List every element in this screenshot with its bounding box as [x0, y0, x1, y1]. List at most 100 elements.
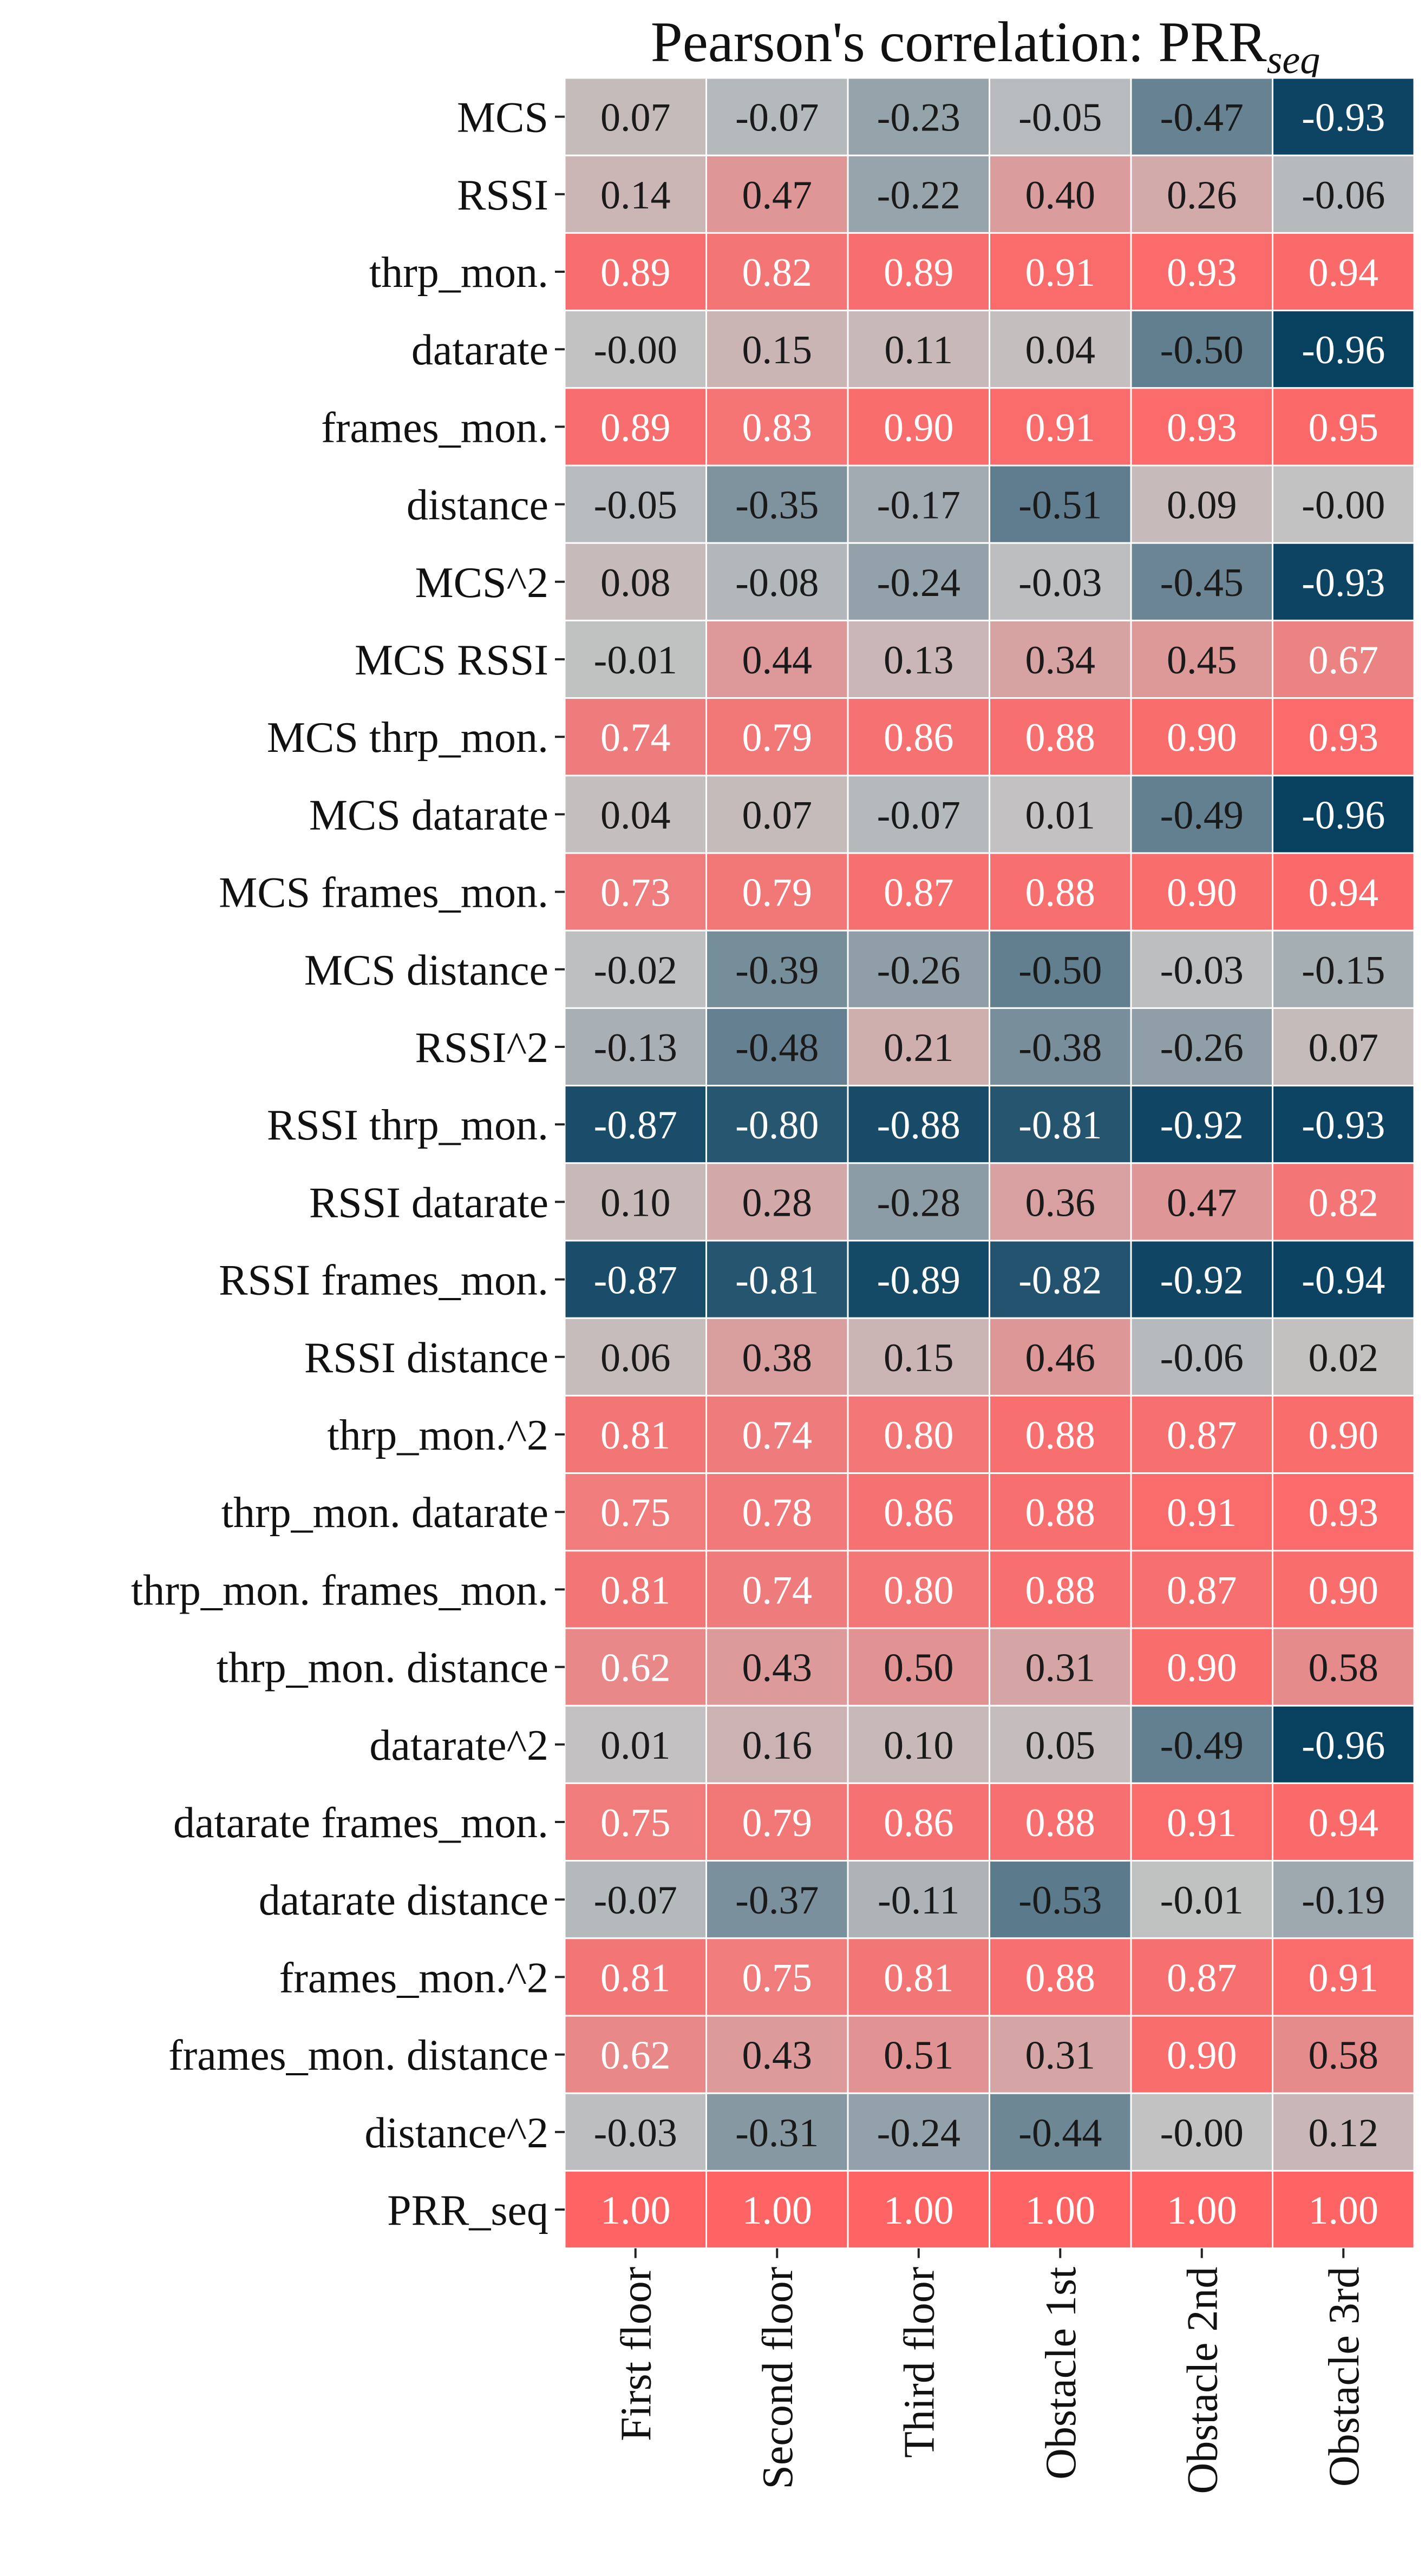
cell-value-label: 1.00 [1167, 2188, 1237, 2233]
heatmap-cell [1272, 697, 1415, 777]
cell-value-label: -0.01 [1160, 1878, 1244, 1923]
heatmap-cell [564, 232, 707, 312]
heatmap-cell [1130, 1550, 1273, 1629]
heatmap-cell [1272, 464, 1415, 544]
heatmap-cell [847, 1705, 990, 1784]
x-tick-label: Third floor [896, 2267, 944, 2458]
heatmap-cell [1272, 77, 1415, 156]
heatmap-cell [1272, 542, 1415, 621]
cell-value-label: 0.12 [1309, 2111, 1379, 2155]
heatmap-cell [1272, 232, 1415, 312]
heatmap-cell [989, 2169, 1132, 2250]
y-tick-label: datarate [411, 326, 548, 374]
heatmap-cell [564, 1627, 707, 1707]
cell-value-label: 0.90 [1309, 1413, 1379, 1458]
cell-value-label: 0.80 [884, 1413, 954, 1458]
heatmap-cell [989, 852, 1132, 932]
cell-value-label: 0.47 [1167, 1181, 1237, 1225]
cell-value-labels: 0.07 -0.07 -0.23 -0.05 -0.47 -0.93 0.14 0.47 -0.… [594, 96, 1385, 2233]
heatmap-cell [1130, 154, 1273, 234]
heatmap-cell [564, 2092, 707, 2172]
heatmap-cell [847, 310, 990, 389]
heatmap-cell [1272, 154, 1415, 234]
heatmap-cell [1272, 1705, 1415, 1784]
cell-value-label: -0.39 [735, 948, 819, 993]
cell-value-label: 0.04 [1025, 328, 1096, 372]
chart-title-subscript: seq [1266, 38, 1321, 82]
cell-value-label: 0.38 [742, 1336, 813, 1380]
y-axis: MCS RSSI thrp_mon. datarate frames_mon.dista… [131, 94, 565, 2234]
cell-value-label: -0.87 [594, 1103, 677, 1148]
cell-value-label: -0.07 [877, 793, 960, 837]
cell-value-label: 0.88 [1025, 871, 1096, 915]
heatmap-cell [705, 2092, 849, 2172]
cell-value-label: 0.88 [1025, 1801, 1096, 1845]
heatmap-cell [1130, 619, 1273, 699]
y-tick-label: RSSI thrp_mon. [267, 1102, 548, 1149]
heatmap-cell [1130, 2092, 1273, 2172]
cell-value-label: 0.89 [600, 405, 671, 450]
cell-value-label: -0.48 [735, 1026, 819, 1070]
cell-value-label: 0.75 [600, 1491, 671, 1535]
cell-value-label: -0.93 [1302, 96, 1385, 140]
cell-value-label: -0.17 [877, 483, 960, 528]
heatmap-cell [1272, 1162, 1415, 1242]
cell-value-label: 0.88 [1025, 1568, 1096, 1613]
x-tick-label: First floor [613, 2267, 661, 2441]
cell-value-label: 0.86 [884, 716, 954, 760]
y-tick-label: RSSI^2 [415, 1024, 548, 1072]
cell-value-label: -0.37 [735, 1878, 819, 1923]
cell-value-label: 0.79 [742, 871, 813, 915]
heatmap-cell [989, 1394, 1132, 1474]
cell-value-label: -0.24 [877, 2111, 960, 2155]
y-tick-label: datarate^2 [369, 1722, 548, 1769]
heatmap-cell [1130, 1860, 1273, 1939]
heatmap-cell [847, 2169, 990, 2250]
heatmap-cell [1130, 464, 1273, 544]
cell-value-label: -0.03 [1018, 561, 1102, 605]
cell-value-label: -0.05 [594, 483, 677, 528]
cell-value-label: 0.13 [884, 638, 954, 683]
heatmap-cell [1272, 929, 1415, 1009]
heatmap-cell [705, 232, 849, 312]
cell-value-label: 0.89 [600, 251, 671, 295]
heatmap-cell [989, 1705, 1132, 1784]
cell-value-label: -0.22 [877, 173, 960, 218]
cell-value-label: -0.47 [1160, 96, 1244, 140]
cell-value-label: -0.00 [594, 328, 677, 372]
heatmap-cell [564, 1860, 707, 1939]
cell-value-label: 0.74 [600, 716, 671, 760]
y-tick-label: RSSI distance [304, 1334, 548, 1382]
heatmap-cell [1272, 1007, 1415, 1087]
cell-value-label: -0.23 [877, 96, 960, 140]
y-tick-label: MCS datarate [309, 791, 548, 839]
cell-value-label: 1.00 [600, 2188, 671, 2233]
cell-value-label: 0.82 [742, 251, 813, 295]
cell-value-label: -0.03 [594, 2111, 677, 2155]
cell-value-label: 0.91 [1025, 405, 1096, 450]
cell-value-label: 0.89 [884, 251, 954, 295]
cell-value-label: 0.43 [742, 1646, 813, 1690]
cell-value-label: 0.86 [884, 1491, 954, 1535]
heatmap-cell [847, 1937, 990, 2017]
heatmap-cell [989, 2015, 1132, 2094]
cell-value-label: 0.80 [884, 1568, 954, 1613]
cell-value-label: 0.58 [1309, 1646, 1379, 1690]
cell-value-label: 0.87 [1167, 1956, 1237, 2000]
cell-value-label: 0.74 [742, 1413, 813, 1458]
cell-value-label: -0.96 [1302, 328, 1385, 372]
cell-value-label: 0.08 [600, 561, 671, 605]
cell-value-label: 0.05 [1025, 1723, 1096, 1768]
y-tick-label: thrp_mon.^2 [327, 1412, 548, 1459]
heatmap-cell [705, 154, 849, 234]
heatmap-cell [705, 1162, 849, 1242]
cell-value-label: 0.07 [742, 793, 813, 837]
y-tick-label: frames_mon. distance [168, 2032, 548, 2080]
heatmap-cell [1272, 775, 1415, 854]
cell-value-label: -0.81 [1018, 1103, 1102, 1148]
cell-value-label: 0.94 [1309, 1801, 1379, 1845]
cell-value-label: 0.91 [1167, 1491, 1237, 1535]
y-tick-label: PRR_seq [387, 2187, 548, 2234]
cell-value-label: 0.10 [600, 1181, 671, 1225]
heatmap-cell [705, 542, 849, 621]
